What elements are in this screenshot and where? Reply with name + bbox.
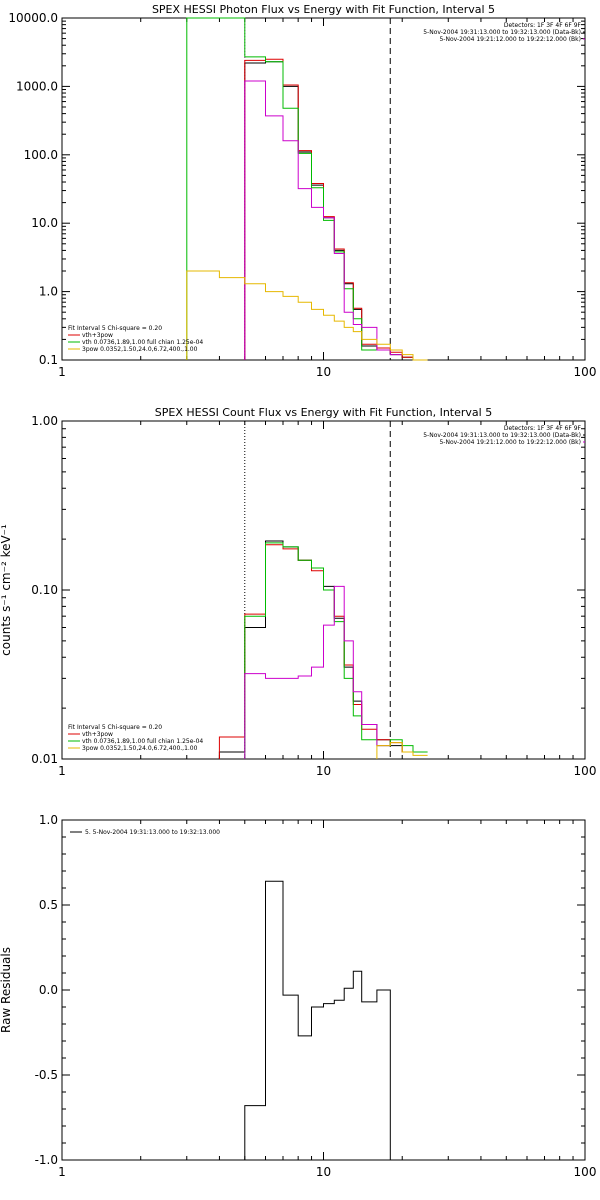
fit-legend-line: Fit Interval 5 Chi-square = 0.20 [68,724,162,731]
data-series-4 [376,742,428,759]
y-tick-label: 10.0 [31,216,58,230]
x-tick-label: 1 [58,764,66,778]
fit-legend-line: vth+3pow [82,731,113,738]
legend-label: 5. 5-Nov-2004 19:31:13.000 to 19:32:13.0… [85,829,220,836]
x-tick-label: 100 [574,365,597,379]
y-tick-label: 1.0 [39,285,58,299]
x-tick-label: 1 [58,1165,66,1179]
y-axis-label: counts s⁻¹ cm⁻² keV⁻¹ [0,524,13,656]
x-tick-label: 10 [316,365,331,379]
legend-header-line: 5-Nov-2004 19:21:12.000 to 19:22:12.000 … [439,439,581,446]
y-tick-label: 0.0 [39,983,58,997]
fit-legend-line: 3pow 0.0352,1.50,24.0,6.72,400.,1.00 [82,745,198,752]
legend-header-line: Detectors: 1F 3F 4F 6F 9F [504,22,582,29]
data-series-4 [186,270,428,361]
y-tick-label: 100.0 [24,148,58,162]
y-tick-label: -0.5 [35,1068,58,1082]
y-tick-label: 1000.0 [16,79,58,93]
data-series-3 [244,80,403,360]
fit-legend-line: vth+3pow [82,332,113,339]
legend-header-line: 5-Nov-2004 19:21:12.000 to 19:22:12.000 … [439,36,581,43]
y-tick-label: 1.0 [39,813,58,827]
y-tick-label: 0.1 [39,353,58,367]
fit-legend-line: vth 0.0736,1.89,1.00 full chian 1.25e-04 [82,738,203,745]
y-tick-label: -1.0 [35,1153,58,1167]
data-series-3 [244,585,391,759]
legend-header-line: 5-Nov-2004 19:31:13.000 to 19:32:13.000 … [423,432,581,439]
x-tick-label: 100 [574,1165,597,1179]
fit-legend-line: 3pow 0.0352,1.50,24.0,6.72,400.,1.00 [82,346,198,353]
y-tick-label: 10000.0 [8,11,58,25]
data-series-0 [244,880,391,1160]
x-tick-label: 100 [574,764,597,778]
data-series-2 [186,17,377,360]
x-tick-label: 1 [58,365,66,379]
legend-header-line: Detectors: 1F 3F 4F 6F 9F [504,425,582,432]
y-axis-label: Raw Residuals [0,947,13,1033]
fit-legend-line: Fit Interval 5 Chi-square = 0.20 [68,325,162,332]
y-tick-label: 1.00 [31,414,58,428]
x-tick-label: 10 [316,764,331,778]
chart-title: SPEX HESSI Count Flux vs Energy with Fit… [155,406,492,419]
y-tick-label: 0.10 [31,583,58,597]
chart-title: SPEX HESSI Photon Flux vs Energy with Fi… [152,3,495,16]
fit-legend-line: vth 0.0736,1.89,1.00 full chian 1.25e-04 [82,339,203,346]
y-tick-label: 0.01 [31,752,58,766]
legend-header-line: 5-Nov-2004 19:31:13.000 to 19:32:13.000 … [423,29,581,36]
y-tick-label: 0.5 [39,898,58,912]
x-tick-label: 10 [316,1165,331,1179]
